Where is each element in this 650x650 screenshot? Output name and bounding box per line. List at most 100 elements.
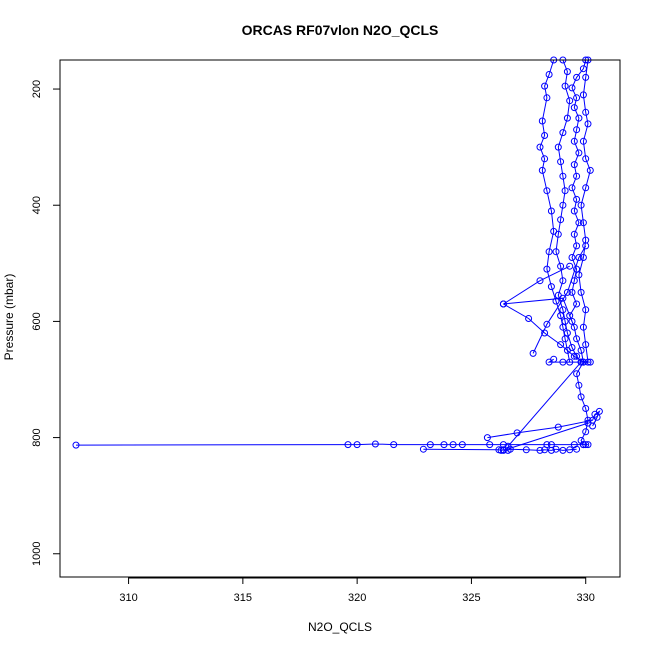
- data-point: [584, 120, 592, 128]
- data-point: [371, 440, 379, 448]
- series-line-10: [507, 361, 582, 447]
- data-point: [573, 300, 581, 308]
- data-point: [579, 358, 587, 366]
- y-tick-label: 1000: [31, 542, 43, 566]
- data-point: [561, 187, 569, 195]
- series-line-4: [503, 303, 591, 363]
- data-point: [586, 358, 594, 366]
- data-point: [570, 207, 578, 215]
- data-point: [449, 441, 457, 449]
- data-point: [582, 184, 590, 192]
- data-point: [499, 300, 507, 308]
- plot-frame: [59, 59, 621, 578]
- data-point: [568, 317, 576, 325]
- data-point: [573, 370, 581, 378]
- series-3: [575, 56, 594, 366]
- data-point: [575, 381, 583, 389]
- data-point: [559, 306, 567, 314]
- data-point: [579, 441, 587, 449]
- data-point: [559, 201, 567, 209]
- y-tick-label: 800: [31, 428, 43, 446]
- data-point: [577, 393, 585, 401]
- data-point: [595, 407, 603, 415]
- data-point: [547, 446, 555, 454]
- data-point: [566, 97, 574, 105]
- data-point: [547, 283, 555, 291]
- series-8: [419, 445, 581, 454]
- data-point: [577, 201, 585, 209]
- data-point: [536, 446, 544, 454]
- chart-title: ORCAS RF07vlon N2O_QCLS: [242, 22, 439, 38]
- data-point: [559, 358, 567, 366]
- data-point: [543, 187, 551, 195]
- data-point: [561, 335, 569, 343]
- series-line-2: [555, 59, 582, 363]
- data-point: [586, 166, 594, 174]
- data-point: [573, 335, 581, 343]
- data-point: [568, 184, 576, 192]
- data-point: [559, 129, 567, 137]
- data-point: [72, 441, 80, 449]
- data-point: [570, 323, 578, 331]
- data-point: [529, 349, 537, 357]
- x-tick-label: 325: [462, 592, 480, 604]
- series-layer: [72, 56, 603, 454]
- data-point: [584, 441, 592, 449]
- data-point: [582, 428, 590, 436]
- data-point: [570, 352, 578, 360]
- data-point: [543, 320, 551, 328]
- series-line-3: [578, 59, 591, 363]
- data-point: [559, 172, 567, 180]
- data-point: [557, 262, 565, 270]
- series-11: [499, 419, 592, 454]
- data-point: [570, 230, 578, 238]
- data-point: [577, 358, 585, 366]
- data-point: [568, 288, 576, 296]
- data-point: [575, 219, 583, 227]
- data-point: [344, 441, 352, 449]
- data-point: [563, 68, 571, 76]
- series-9: [483, 407, 603, 442]
- data-point: [426, 441, 434, 449]
- data-point: [486, 441, 494, 449]
- data-point: [541, 446, 549, 454]
- data-point: [543, 265, 551, 273]
- data-point: [522, 446, 530, 454]
- y-tick-label: 600: [31, 312, 43, 330]
- data-point: [573, 73, 581, 81]
- data-point: [570, 137, 578, 145]
- data-point: [541, 82, 549, 90]
- data-point: [582, 341, 590, 349]
- data-point: [577, 346, 585, 354]
- data-point: [557, 216, 565, 224]
- data-point: [593, 413, 601, 421]
- data-point: [570, 161, 578, 169]
- data-point: [568, 254, 576, 261]
- data-point: [575, 149, 583, 157]
- series-7: [72, 440, 592, 449]
- series-2: [552, 56, 585, 366]
- series-line-1: [539, 59, 571, 363]
- data-point: [390, 441, 398, 449]
- data-point: [538, 117, 546, 125]
- x-tick-label: 310: [119, 592, 137, 604]
- data-point: [525, 315, 533, 322]
- data-point: [550, 355, 558, 363]
- data-point: [536, 277, 544, 285]
- data-point: [573, 242, 581, 250]
- data-point: [353, 441, 361, 449]
- data-point: [582, 441, 590, 449]
- data-point: [541, 132, 549, 139]
- data-point: [538, 166, 546, 174]
- data-point: [561, 82, 569, 90]
- data-point: [575, 114, 583, 122]
- data-point: [575, 254, 583, 261]
- data-point: [579, 254, 587, 261]
- series-10: [504, 358, 585, 450]
- axes-layer: 310 315 320 325 330 200 400 600 800 1000: [31, 80, 595, 604]
- data-point: [582, 242, 590, 250]
- data-point: [573, 172, 581, 180]
- data-point: [573, 126, 581, 134]
- data-point: [419, 445, 427, 453]
